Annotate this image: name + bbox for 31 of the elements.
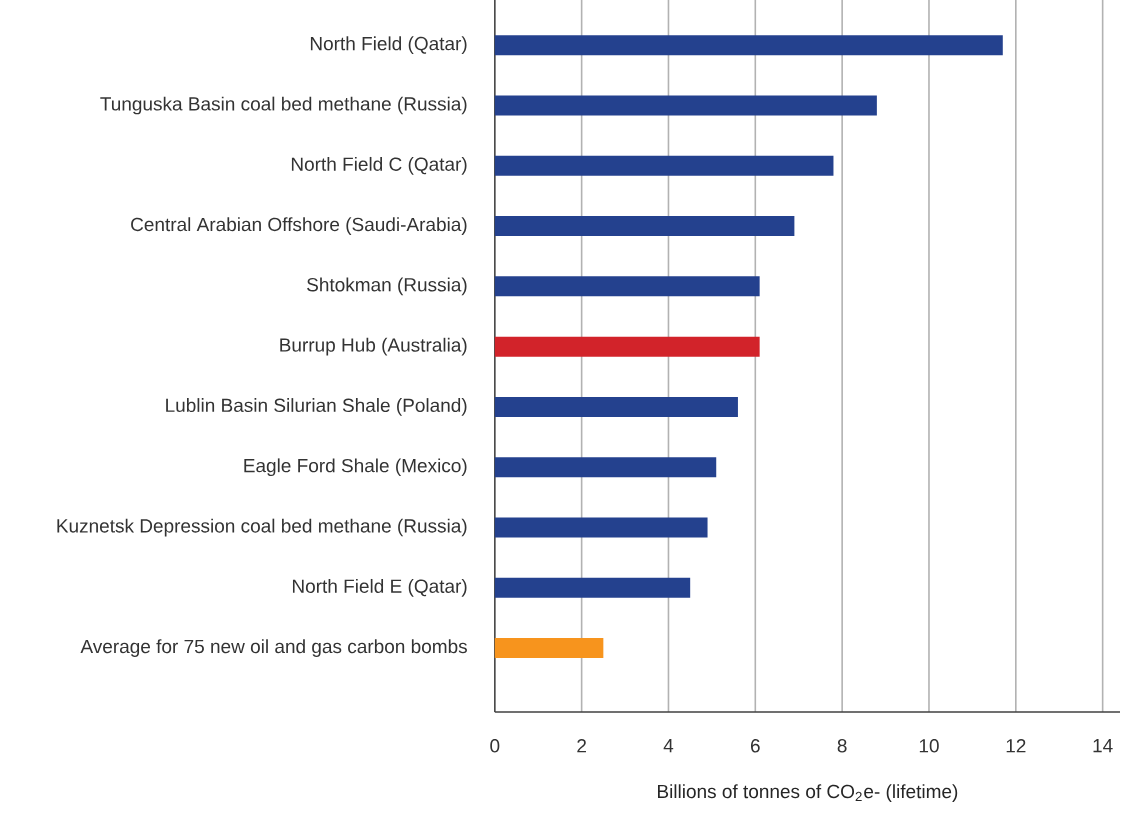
y-tick-label: Central Arabian Offshore (Saudi-Arabia) xyxy=(131,217,467,235)
bar xyxy=(494,35,1003,56)
x-tick-label: 12 xyxy=(1006,739,1026,753)
y-tick-label: Eagle Ford Shale (Mexico) xyxy=(244,458,467,477)
x-tick-label: 10 xyxy=(919,739,939,753)
bar xyxy=(494,155,834,176)
bar xyxy=(494,517,708,538)
x-tick-label: 8 xyxy=(837,739,847,753)
x-axis-title: Billions of tonnes of CO$_{2}$e- (lifetime) xyxy=(658,784,958,802)
y-tick-label: North Field E (Qatar) xyxy=(292,578,467,597)
x-tick-label: 14 xyxy=(1093,739,1113,753)
y-tick-label: Shtokman (Russia) xyxy=(307,277,467,296)
bar xyxy=(494,577,691,598)
bar xyxy=(494,276,760,297)
bar xyxy=(494,216,795,237)
x-tick-label: 4 xyxy=(663,739,674,753)
y-tick-label: Burrup Hub (Australia) xyxy=(280,337,467,356)
bar xyxy=(494,396,738,417)
y-tick-label: Average for 75 new oil and gas carbon bombs xyxy=(80,639,467,657)
bar xyxy=(494,638,604,659)
bar xyxy=(494,336,760,357)
x-tick-label: 0 xyxy=(490,739,500,753)
x-tick-label: 6 xyxy=(751,739,760,753)
y-tick-label: North Field (Qatar) xyxy=(310,36,467,55)
x-tick-label: 2 xyxy=(577,739,586,753)
y-tick-label: Tunguska Basin coal bed methane (Russia) xyxy=(100,96,467,115)
y-tick-label: Lublin Basin Silurian Shale (Poland) xyxy=(166,398,467,416)
y-tick-label: Kuznetsk Depression coal bed methane (Russia) xyxy=(57,518,467,537)
bar xyxy=(494,95,877,116)
bar xyxy=(494,457,717,478)
y-tick-label: North Field C (Qatar) xyxy=(291,156,467,175)
